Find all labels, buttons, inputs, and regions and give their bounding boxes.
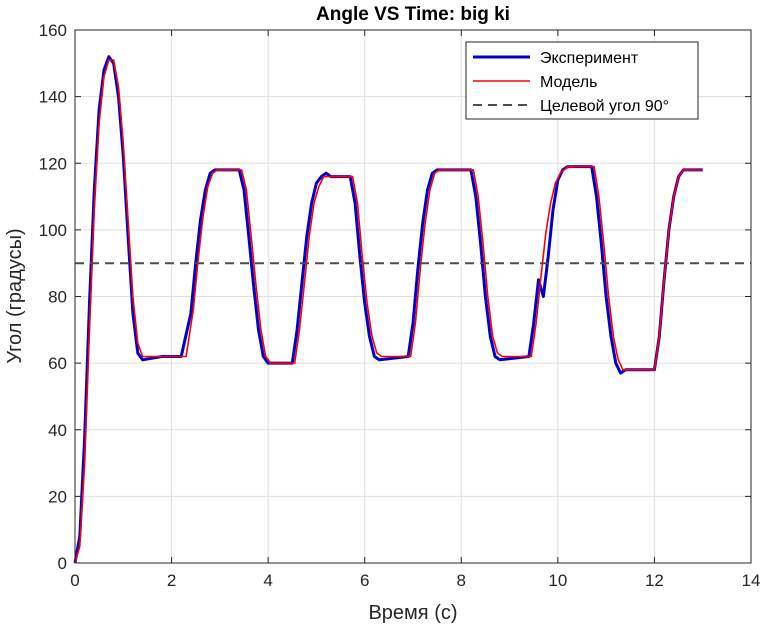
legend-label-target: Целевой угол 90° xyxy=(540,98,669,115)
legend-label-experiment: Эксперимент xyxy=(540,50,639,67)
x-tick-label: 14 xyxy=(742,571,761,590)
y-tick-label: 160 xyxy=(39,21,67,40)
y-axis-label: Угол (градусы) xyxy=(4,228,26,363)
chart-title: Angle VS Time: big ki xyxy=(316,4,510,25)
series-layer xyxy=(73,55,751,564)
y-tick-label: 60 xyxy=(48,354,67,373)
x-axis-label: Время (с) xyxy=(368,602,457,624)
x-tick-label: 0 xyxy=(70,571,79,590)
y-tick-label: 120 xyxy=(39,154,67,173)
x-tick-label: 12 xyxy=(645,571,664,590)
x-tick-label: 6 xyxy=(360,571,369,590)
ticks xyxy=(74,29,752,564)
x-tick-label: 8 xyxy=(457,571,466,590)
y-tick-label: 40 xyxy=(48,421,67,440)
y-tick-label: 140 xyxy=(39,88,67,107)
y-tick-label: 20 xyxy=(48,487,67,506)
legend: Эксперимент Модель Целевой угол 90° xyxy=(465,41,699,120)
series-line-model xyxy=(74,59,703,564)
legend-label-model: Модель xyxy=(540,74,597,91)
x-tick-label: 2 xyxy=(167,571,176,590)
y-tick-label: 100 xyxy=(39,221,67,240)
series-line-experiment xyxy=(73,55,703,564)
y-tick-label: 80 xyxy=(48,288,67,307)
y-tick-label: 0 xyxy=(58,554,67,573)
x-tick-label: 10 xyxy=(548,571,567,590)
x-tick-label: 4 xyxy=(263,571,272,590)
